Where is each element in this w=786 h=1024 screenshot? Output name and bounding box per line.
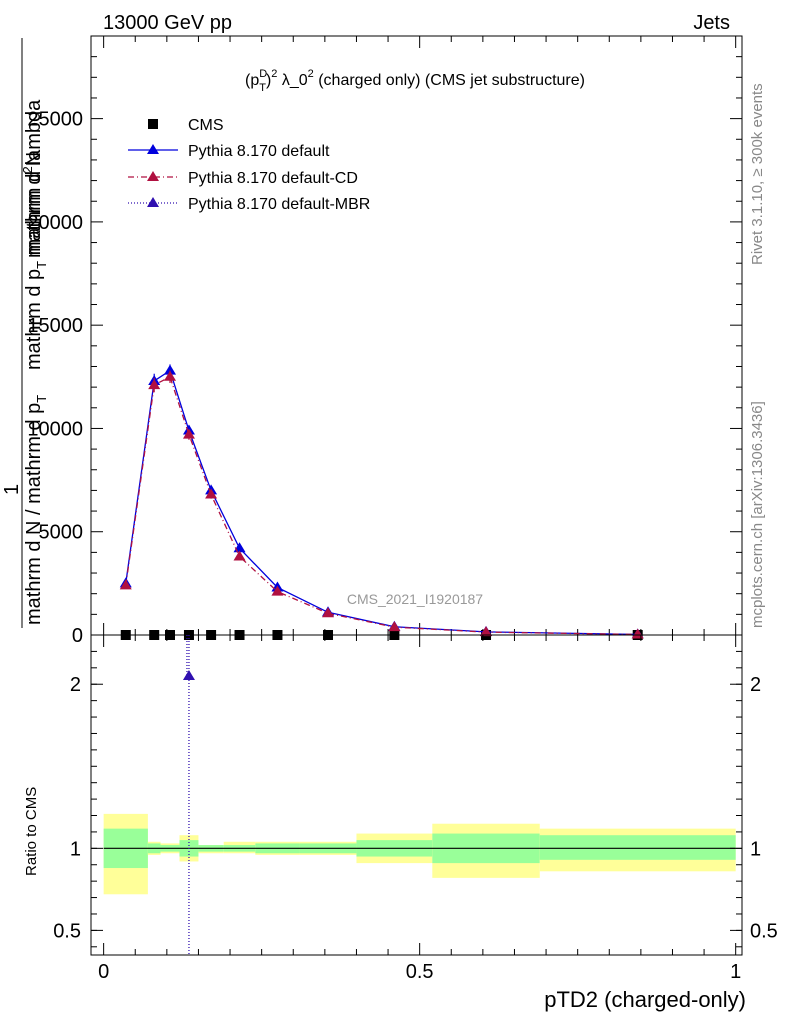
rivet-label: Rivet 3.1.10, ≥ 300k events xyxy=(749,83,766,265)
x-axis-label: pTD2 (charged-only) xyxy=(544,987,746,1012)
series-marker xyxy=(148,379,161,390)
main-ytick-label: 10000 xyxy=(27,418,83,440)
xtick-label: 0.5 xyxy=(406,961,434,983)
plot-title: (pD T)2 λ_02 (charged only) (CMS jet subs… xyxy=(245,68,585,94)
legend-marker-cms xyxy=(148,119,158,129)
y-label-numerator: mathrm d2N xyxy=(20,152,45,258)
series-marker xyxy=(182,428,195,439)
ratio-axis-ticks: 0.5 0.5 1 1 2 2 xyxy=(53,635,778,955)
series-marker xyxy=(271,585,284,596)
series-marker xyxy=(164,364,177,375)
series-marker xyxy=(322,607,335,618)
main-y-axis-label: mathrm d2N mathrm d pT mathrm d lambda 1… xyxy=(1,38,49,628)
legend-label-default: Pythia 8.170 default xyxy=(188,143,330,160)
ratio-bands xyxy=(103,813,736,895)
ratio-ytick-label-right: 2 xyxy=(750,674,761,696)
main-ytick-label: 25000 xyxy=(27,109,83,131)
mbr-ratio-marker xyxy=(182,670,195,681)
xtick-label: 0 xyxy=(98,961,109,983)
legend-label-cd: Pythia 8.170 default-CD xyxy=(188,170,358,187)
main-plot: 0 5000 10000 15000 20000 25000 CMS_2021_I1920… xyxy=(1,35,743,647)
series-marker xyxy=(233,550,246,561)
legend-label-cms: CMS xyxy=(188,117,224,134)
energy-label: 13000 GeV pp xyxy=(103,12,232,34)
legend-item-cd: Pythia 8.170 default-CD xyxy=(128,170,358,187)
main-ytick-label: 20000 xyxy=(27,212,83,234)
y-label-numerator-line2: mathrm d pT mathrm d lambda xyxy=(23,99,49,370)
ratio-ytick-label-right: 0.5 xyxy=(750,920,778,942)
legend-item-mbr: Pythia 8.170 default-MBR xyxy=(128,196,370,213)
legend-marker-default xyxy=(147,144,159,154)
watermark: CMS_2021_I1920187 xyxy=(347,591,483,607)
ratio-ytick-label: 1 xyxy=(70,838,81,860)
series-marker xyxy=(388,621,401,632)
ratio-plot-frame xyxy=(90,634,743,956)
y-label-one: 1 xyxy=(1,484,23,495)
legend: CMS Pythia 8.170 default Pythia 8.170 de… xyxy=(128,117,370,213)
ratio-plot: 0.5 0.5 1 1 2 2 Ratio to CMS xyxy=(23,634,778,956)
legend-marker-cd xyxy=(147,171,159,181)
series-marker xyxy=(164,370,177,381)
y-label-denominator: mathrm d N / mathrm d pT xyxy=(23,395,49,625)
series-marker xyxy=(480,626,493,637)
ratio-y-label: Ratio to CMS xyxy=(23,787,40,876)
xtick-label: 1 xyxy=(730,961,741,983)
mcplots-label: mcplots.cern.ch [arXiv:1306.3436] xyxy=(749,401,766,628)
ratio-ytick-label: 2 xyxy=(70,674,81,696)
series-marker xyxy=(205,488,218,499)
ratio-ytick-label-right: 1 xyxy=(750,838,761,860)
legend-item-default: Pythia 8.170 default xyxy=(128,143,330,160)
legend-marker-mbr xyxy=(147,197,159,207)
x-axis-tick-labels: 0 0.5 1 xyxy=(98,961,741,983)
ratio-band-inner xyxy=(539,835,736,860)
legend-label-mbr: Pythia 8.170 default-MBR xyxy=(188,196,370,213)
ratio-series-layer xyxy=(182,635,195,955)
main-ytick-label: 15000 xyxy=(27,315,83,337)
main-axis-ticks: 0 5000 10000 15000 20000 25000 xyxy=(27,36,742,647)
legend-item-cms: CMS xyxy=(148,117,224,134)
ratio-ytick-label: 0.5 xyxy=(53,920,81,942)
series-marker xyxy=(119,579,132,590)
category-label: Jets xyxy=(693,12,730,34)
main-ytick-label: 5000 xyxy=(39,522,84,544)
main-ytick-label: 0 xyxy=(72,625,83,647)
